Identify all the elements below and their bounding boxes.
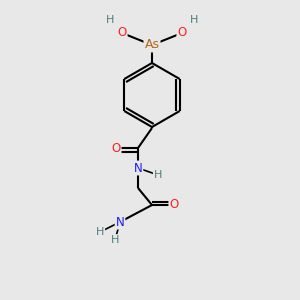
Text: H: H <box>190 15 198 25</box>
Text: N: N <box>134 161 142 175</box>
Text: O: O <box>169 199 178 212</box>
Text: N: N <box>116 215 124 229</box>
Text: O: O <box>111 142 121 154</box>
Text: H: H <box>106 15 114 25</box>
Text: As: As <box>145 38 160 52</box>
Text: H: H <box>111 235 119 245</box>
Text: H: H <box>96 227 104 237</box>
Text: H: H <box>154 170 162 180</box>
Text: O: O <box>177 26 187 40</box>
Text: O: O <box>117 26 127 40</box>
